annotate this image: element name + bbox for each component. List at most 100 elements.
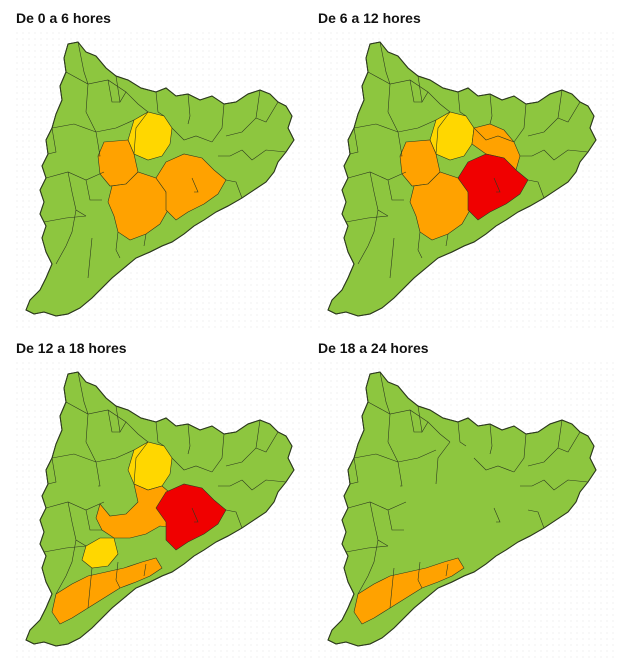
- comarca-border: [527, 179, 545, 199]
- panel-title: De 0 a 6 hores: [16, 10, 111, 26]
- comarca-border: [397, 131, 403, 157]
- comarca-border: [43, 215, 87, 223]
- comarca-border: [65, 71, 127, 93]
- comarca-border: [417, 75, 451, 113]
- comarca-border: [95, 131, 101, 157]
- warning-zone-coast-north: [471, 123, 521, 171]
- comarca-border: [143, 563, 147, 577]
- comarca-border: [211, 433, 225, 473]
- comarca-border: [489, 93, 493, 125]
- comarca-border: [345, 545, 389, 553]
- comarca-border: [445, 563, 449, 577]
- comarca-border: [417, 231, 423, 259]
- comarca-border: [457, 421, 467, 447]
- comarca-border: [417, 561, 423, 589]
- warning-zone-central-south: [107, 171, 169, 241]
- comarca-border: [543, 479, 589, 491]
- comarca-border: [513, 103, 527, 143]
- comarca-border: [367, 71, 429, 93]
- comarca-border: [225, 419, 261, 467]
- map-panel-3: De 12 a 18 hores: [16, 340, 316, 662]
- comarca-border: [520, 479, 545, 487]
- comarca-border: [45, 501, 105, 511]
- comarca-border: [435, 441, 451, 485]
- warning-zone-coast-barcelona: [155, 483, 227, 551]
- comarca-border: [218, 479, 243, 487]
- comarca-border: [95, 461, 101, 487]
- comarca-border: [520, 149, 545, 157]
- comarca-border: [369, 171, 389, 217]
- comarca-border: [171, 457, 213, 473]
- comarca-border: [225, 179, 243, 199]
- comarca-border: [55, 539, 77, 595]
- comarca-border: [187, 423, 191, 455]
- comarca-border: [379, 42, 399, 133]
- comarca-border: [67, 171, 87, 217]
- comarca-border: [557, 431, 581, 453]
- territory-outline: [25, 371, 295, 647]
- comarca-border: [369, 501, 389, 547]
- comarca-border: [513, 433, 527, 473]
- comarca-border: [155, 421, 165, 447]
- comarca-border: [43, 545, 87, 553]
- warning-zone-coast-barcelona: [155, 153, 227, 221]
- comarca-border: [107, 79, 120, 103]
- comarca-border: [85, 179, 102, 201]
- comarca-border: [435, 111, 451, 155]
- comarca-border: [389, 567, 395, 609]
- warning-zone-south-coast: [51, 557, 163, 625]
- comarca-border: [527, 89, 563, 137]
- catalonia-map: [16, 362, 316, 662]
- comarca-border: [143, 233, 147, 247]
- comarca-border: [417, 405, 451, 443]
- comarca-border: [527, 509, 545, 529]
- comarca-border: [493, 177, 501, 193]
- comarca-border: [389, 237, 395, 279]
- comarca-border: [218, 149, 243, 157]
- comarca-border: [55, 209, 77, 265]
- comarca-border: [133, 111, 149, 155]
- panel-title: De 12 a 18 hores: [16, 340, 127, 356]
- comarca-border: [241, 149, 287, 161]
- comarca-border: [543, 149, 589, 161]
- catalonia-map: [16, 32, 316, 332]
- catalonia-map: [318, 32, 618, 332]
- comarca-border: [347, 171, 407, 181]
- comarca-border: [387, 509, 404, 531]
- comarca-border: [65, 401, 127, 423]
- map-panel-2: De 6 a 12 hores: [318, 10, 618, 332]
- comarca-border: [457, 91, 467, 117]
- comarca-border: [115, 231, 121, 259]
- comarca-border: [191, 507, 199, 523]
- comarca-border: [347, 501, 407, 511]
- comarca-border: [557, 101, 581, 123]
- comarca-border: [357, 539, 379, 595]
- comarca-border: [527, 419, 563, 467]
- comarca-border: [255, 431, 279, 453]
- comarca-border: [225, 89, 261, 137]
- territory-outline: [327, 371, 597, 647]
- comarca-border: [77, 372, 97, 463]
- comarca-border: [493, 507, 501, 523]
- map-panel-4: De 18 a 24 hores: [318, 340, 618, 662]
- territory-outline: [327, 41, 597, 317]
- comarca-border: [115, 561, 121, 589]
- comarca-border: [387, 179, 404, 201]
- comarca-border: [445, 233, 449, 247]
- comarca-border: [473, 127, 515, 143]
- comarca-border: [379, 372, 399, 463]
- comarca-border: [77, 42, 97, 133]
- map-panel-1: De 0 a 6 hores: [16, 10, 316, 332]
- warning-zone-inland-west: [81, 537, 119, 569]
- comarca-border: [191, 177, 199, 193]
- comarca-border: [45, 171, 105, 181]
- warning-zone-south-coast: [353, 557, 465, 625]
- comarca-border: [473, 457, 515, 473]
- territory-outline: [25, 41, 295, 317]
- warning-zone-coast-barcelona: [457, 153, 529, 221]
- comarca-border: [349, 457, 359, 485]
- comarca-border: [345, 215, 389, 223]
- comarca-border: [85, 509, 102, 531]
- comarca-border: [357, 209, 379, 265]
- comarca-border: [397, 461, 403, 487]
